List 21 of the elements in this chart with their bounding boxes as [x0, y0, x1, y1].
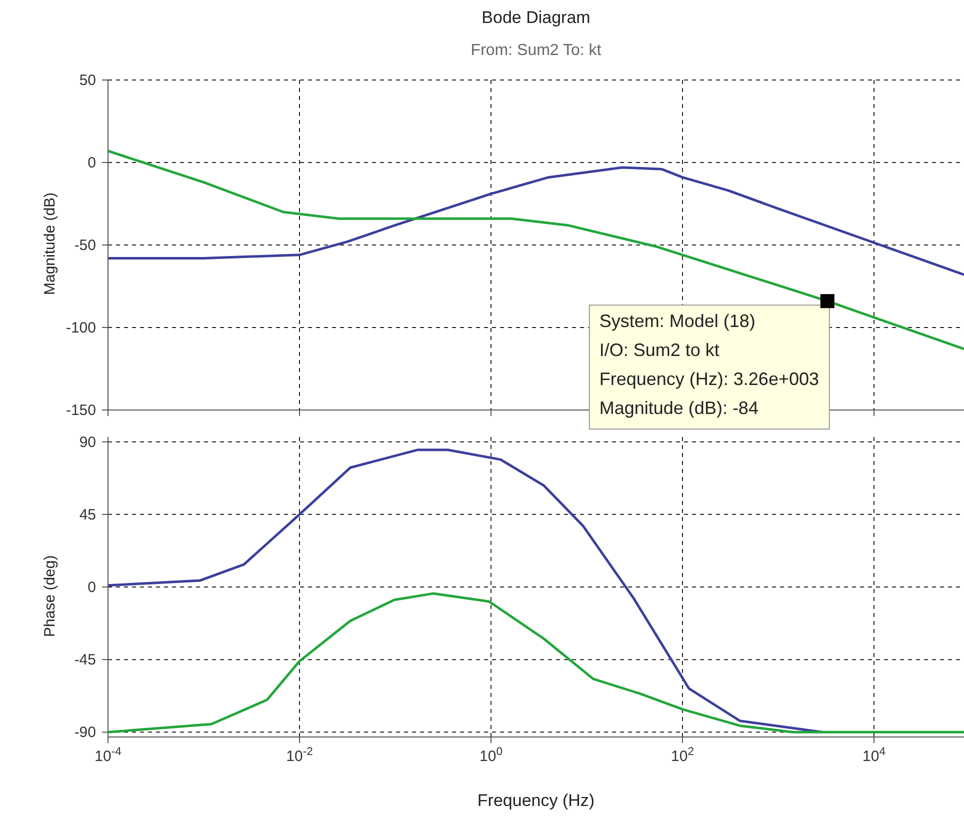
y-tick-label: -50: [74, 237, 96, 254]
x-tick-label: 10$^{-2}$: [286, 746, 313, 765]
y-tick-label: 0: [88, 579, 96, 596]
y-tick-label: -100: [66, 320, 96, 336]
y-tick-label: -45: [74, 652, 96, 669]
x-axis-title: Frequency (Hz): [476, 791, 596, 811]
y-tick-label: -90: [74, 724, 96, 742]
y-tick-label: -150: [66, 402, 96, 419]
x-tick-label: 10$^{0}$: [480, 746, 502, 765]
x-tick-label: 10$^{-4}$: [94, 746, 122, 765]
y-axis-title: Phase (deg): [41, 555, 58, 637]
y-tick-label: 0: [88, 154, 96, 172]
chart-title: Bode Diagram: [480, 8, 592, 28]
y-axis-title: Magnitude (dB): [41, 192, 58, 295]
y-tick-label: 45: [79, 506, 96, 524]
y-tick-label: 50: [79, 72, 96, 89]
x-tick-label: 10$^{4}$: [862, 746, 886, 765]
chart-subtitle: From: Sum2 To: kt: [470, 42, 602, 60]
x-tick-label: 10$^{2}$: [671, 746, 694, 765]
annotation: System: Model (18) I/O: Sum2 to kt Frequency (Hz): 3.26e+003 Magnitude (dB): -84: [599, 311, 820, 418]
y-tick-label: 90: [79, 434, 96, 451]
